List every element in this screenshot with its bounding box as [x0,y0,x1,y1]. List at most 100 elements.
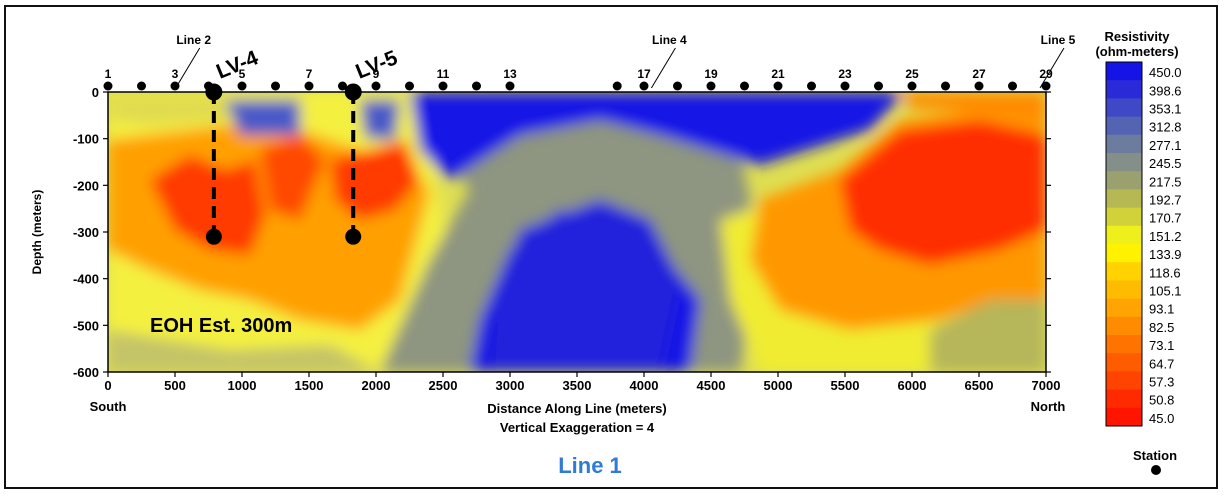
station-marker [472,81,481,91]
x-tick-label: 4000 [630,378,659,393]
station-marker [639,81,649,91]
legend-swatch [1106,98,1142,118]
legend-swatch [1106,407,1142,427]
y-tick-label: -300 [73,225,99,240]
x-tick-label: 5000 [764,378,793,393]
axes: 0 500 1000 1500 2000 2500 3000 3500 4000 4500 5000… [73,85,1060,393]
x-tick-label: 6000 [898,378,927,393]
legend-swatch [1106,153,1142,172]
station-marker [974,81,984,91]
legend-value: 93.1 [1149,302,1174,317]
legend-swatch [1106,353,1142,372]
mass-blue-upper [410,92,905,180]
legend-value: 50.8 [1149,393,1174,408]
mass-blue-mid [490,200,680,372]
legend-value: 45.0 [1149,411,1174,426]
station-label: 13 [503,67,517,81]
legend-value: 277.1 [1149,138,1182,153]
station-marker [740,81,749,91]
x-tick-label: 3500 [563,378,592,393]
y-tick-label: -200 [73,178,99,193]
chart-title: Line 1 [558,453,622,478]
line-crossing-leader [650,47,676,89]
legend-swatch [1106,225,1142,245]
legend-station-marker [1151,465,1161,475]
y-axis-title: Depth (meters) [30,190,44,275]
mass-olive-bottom-left [108,330,380,372]
mass-yellow-top [110,95,230,125]
station-marker [237,81,247,91]
legend-value: 353.1 [1149,102,1182,117]
station-marker [371,81,381,91]
legend-swatch [1106,262,1142,281]
legend-value: 398.6 [1149,83,1182,98]
legend-swatch [1106,207,1142,227]
x-tick-label: 500 [164,378,186,393]
resistivity-field [108,92,1046,372]
station-marker [405,81,414,91]
legend: 450.0 398.6 353.1 312.8 277.1 245.5 217.5 192.7… [1105,61,1182,427]
legend-swatch [1106,116,1142,136]
line-crossing-leader [1039,47,1065,89]
station-marker [612,81,622,91]
line-crossing-label: Line 5 [1041,33,1076,47]
station-marker [840,81,850,91]
y-tick-label: -500 [73,318,99,333]
y-tick-label: -600 [73,365,99,380]
legend-value: 151.2 [1149,229,1182,244]
eoh-annotation: EOH Est. 300m [150,315,292,337]
x-tick-label: 2000 [362,378,391,393]
y-tick-label: 0 [92,85,99,100]
station-label: 29 [1039,67,1053,81]
legend-swatch [1106,189,1142,209]
drillhole-bottom [345,228,362,245]
station-marker [505,81,515,91]
x-tick-label: 1000 [228,378,257,393]
legend-swatch [1106,244,1142,263]
station-marker [170,81,180,91]
station-label: 27 [972,67,986,81]
y-tick-label: -100 [73,132,99,147]
station-marker [271,81,280,91]
mass-orange-top-right [900,92,1046,120]
x-tick-label: 3000 [496,378,525,393]
station-label: 23 [838,67,852,81]
legend-value: 170.7 [1149,211,1182,226]
x-tick-label: 6500 [965,378,994,393]
drillhole-collar [205,83,223,101]
legend-swatch [1106,335,1142,354]
station-marker [874,81,883,91]
legend-value: 450.0 [1149,65,1182,80]
legend-value: 73.1 [1149,338,1174,353]
legend-value: 82.5 [1149,320,1174,335]
legend-swatch [1106,389,1142,409]
mass-red-right [840,120,1046,265]
x-tick-label: 7000 [1032,378,1061,393]
mass-red-left-a [150,155,265,255]
legend-swatch [1106,62,1142,81]
x-end-label-south: South [90,399,127,414]
line-crossing-label: Line 2 [176,33,211,47]
station-label: 17 [637,67,651,81]
legend-swatch [1106,171,1142,190]
line-crossing-label: Line 4 [652,33,687,47]
legend-swatch [1106,134,1142,154]
legend-value: 133.9 [1149,247,1182,262]
legend-value: 64.7 [1149,356,1174,371]
station-marker [1041,81,1051,91]
mass-blue-small-a [225,100,300,135]
station-label: 25 [905,67,919,81]
legend-swatch [1106,298,1142,318]
station-marker [807,81,816,91]
drillhole-collar [344,83,362,101]
station-marker [706,81,716,91]
legend-value: 312.8 [1149,120,1182,135]
station-marker [907,81,917,91]
field-masses [108,92,1046,372]
legend-value: 57.3 [1149,375,1174,390]
x-end-label-north: North [1031,399,1066,414]
station-label: 5 [239,67,246,81]
legend-value: 105.1 [1149,284,1182,299]
